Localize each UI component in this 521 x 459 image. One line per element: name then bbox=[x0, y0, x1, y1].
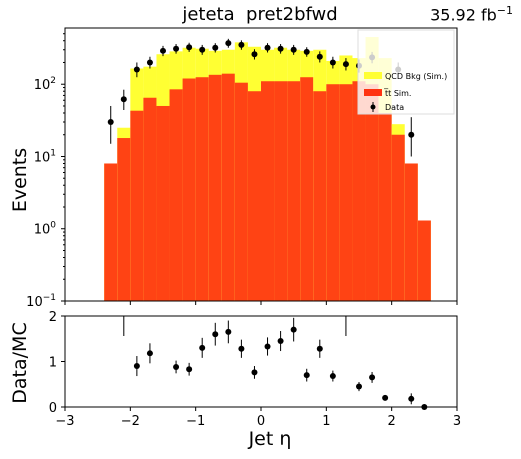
ratio-point bbox=[290, 326, 297, 333]
data-point bbox=[238, 41, 245, 48]
ttbar-bar bbox=[143, 97, 157, 302]
ratio-point bbox=[408, 395, 415, 402]
ttbar-bar bbox=[261, 81, 275, 301]
bottom-xtick-label: 3 bbox=[453, 414, 461, 429]
ratio-point bbox=[225, 328, 232, 335]
ratio-point bbox=[277, 338, 284, 345]
ratio-point bbox=[382, 394, 389, 401]
ratio-point bbox=[186, 366, 193, 373]
ttbar-bar bbox=[391, 134, 405, 301]
bottom-xtick-label: 2 bbox=[388, 414, 396, 429]
lumi-unit-exponent: −1 bbox=[496, 4, 513, 17]
bottom-ytick-label: 0 bbox=[49, 401, 57, 416]
ttbar-bar bbox=[104, 163, 118, 301]
ratio-point bbox=[264, 343, 271, 350]
bottom-ytick-label: 1 bbox=[49, 356, 57, 371]
ttbar-bar bbox=[339, 84, 353, 301]
ratio-point bbox=[251, 369, 258, 376]
legend-qcd-swatch bbox=[364, 72, 382, 79]
x-axis-label: Jet η bbox=[248, 428, 292, 450]
top-ylabel-text: Events bbox=[9, 148, 31, 212]
top-ytick-exponent: 2 bbox=[50, 76, 56, 86]
ratio-point bbox=[146, 350, 153, 357]
data-point bbox=[290, 46, 297, 53]
bottom-xtick-label: −2 bbox=[121, 414, 140, 429]
ttbar-bar bbox=[208, 74, 222, 301]
bottom-ytick-label: 2 bbox=[49, 310, 57, 325]
bottom-xtick-label: 1 bbox=[322, 414, 330, 429]
ratio-point bbox=[316, 345, 323, 352]
top-ytick-label: 102 bbox=[34, 76, 56, 93]
legend-qcd-label: QCD Bkg (Sim.) bbox=[385, 72, 447, 81]
top-ytick-label: 10−1 bbox=[26, 293, 56, 310]
bottom-xtick-label: −3 bbox=[55, 414, 74, 429]
bottom-xtick-label: −1 bbox=[186, 414, 205, 429]
ttbar-bar bbox=[365, 84, 379, 301]
ttbar-bar bbox=[234, 82, 248, 301]
legend-data-marker bbox=[370, 104, 376, 110]
legend-data-label: Data bbox=[385, 103, 404, 112]
data-point bbox=[173, 45, 180, 52]
lumi-value: 35.92 fb bbox=[430, 5, 497, 25]
data-point bbox=[146, 59, 153, 66]
data-point bbox=[212, 44, 219, 51]
ratio-point bbox=[329, 373, 336, 380]
ratio-point bbox=[369, 374, 376, 381]
ttbar-bar bbox=[195, 77, 209, 302]
ratio-point bbox=[173, 363, 180, 370]
ttbar-bar bbox=[313, 91, 327, 301]
ratio-point bbox=[212, 331, 219, 338]
ttbar-bar bbox=[130, 110, 144, 301]
data-point bbox=[408, 131, 415, 138]
ttbar-bar bbox=[404, 163, 418, 301]
data-point bbox=[225, 40, 232, 47]
ttbar-bar bbox=[221, 73, 235, 301]
top-ytick-label: 101 bbox=[34, 148, 56, 165]
ttbar-bar bbox=[326, 84, 340, 301]
ttbar-bar bbox=[274, 81, 288, 301]
top-ytick-exponent: 0 bbox=[50, 221, 56, 231]
bottom-xtick-label: 0 bbox=[257, 414, 265, 429]
top-ytick-exponent: −1 bbox=[43, 293, 56, 303]
data-point bbox=[186, 44, 193, 51]
ttbar-bar bbox=[300, 77, 314, 302]
ttbar-bar bbox=[287, 81, 301, 301]
ratio-point bbox=[238, 345, 245, 352]
bottom-ylabel: Data/MC bbox=[9, 322, 31, 403]
ttbar-bar bbox=[182, 78, 196, 302]
ttbar-bar bbox=[417, 220, 431, 301]
data-point bbox=[120, 96, 127, 103]
data-point bbox=[199, 46, 206, 53]
ratio-point bbox=[303, 372, 310, 379]
ratio-point bbox=[199, 344, 206, 351]
data-point bbox=[107, 119, 114, 126]
data-point bbox=[342, 61, 349, 68]
top-ylabel: Events bbox=[9, 148, 31, 212]
data-point bbox=[264, 44, 271, 51]
ttbar-bar bbox=[169, 89, 183, 301]
data-point bbox=[316, 53, 323, 60]
ttbar-bar bbox=[247, 91, 261, 301]
data-point bbox=[133, 66, 140, 73]
ttbar-bar bbox=[156, 105, 170, 301]
bottom-ylabel-text: Data/MC bbox=[9, 322, 31, 403]
data-point bbox=[160, 47, 166, 54]
ttbar-bar bbox=[378, 112, 392, 301]
ratio-point bbox=[356, 383, 362, 390]
legend-ttbar-swatch bbox=[364, 89, 382, 96]
ttbar-bar bbox=[352, 81, 366, 301]
ratio-point bbox=[133, 363, 140, 370]
top-ytick-label: 100 bbox=[34, 221, 57, 238]
top-ytick-exponent: 1 bbox=[50, 148, 56, 158]
data-point bbox=[303, 48, 310, 55]
data-point bbox=[329, 59, 336, 66]
data-point bbox=[277, 45, 284, 52]
chart-title: jeteta pret2bfwd bbox=[182, 4, 338, 25]
legend-ttbar-label: t̅t Sim. bbox=[383, 88, 411, 98]
ttbar-bar bbox=[117, 138, 131, 301]
luminosity-label: 35.92 fb−1 bbox=[430, 4, 513, 24]
data-point bbox=[251, 51, 258, 58]
